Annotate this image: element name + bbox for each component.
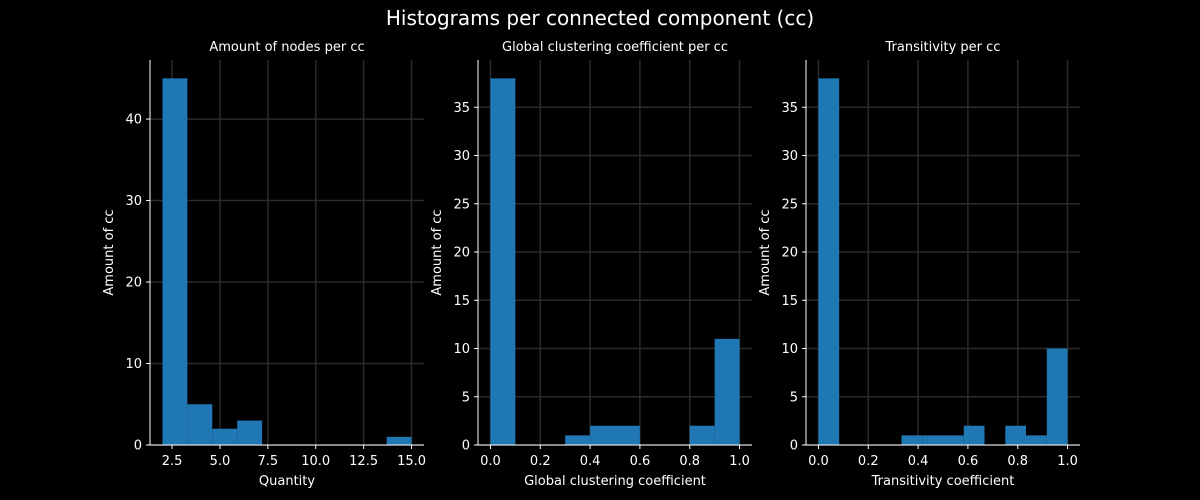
histogram-bar	[901, 435, 923, 445]
histogram-bar	[1005, 425, 1027, 445]
y-tick-label: 20	[453, 246, 470, 261]
x-tick-label: 0.8	[679, 454, 700, 469]
y-axis-label: Amount of cc	[758, 209, 773, 295]
y-tick-label: 10	[125, 357, 142, 372]
y-tick-label: 5	[462, 390, 470, 405]
y-axis-label: Amount of cc	[430, 209, 445, 295]
x-tick-label: 0.2	[858, 454, 879, 469]
histogram-bar	[565, 435, 591, 445]
x-tick-label: 0.6	[630, 454, 651, 469]
histogram-bar	[615, 425, 640, 445]
y-axis-label: Amount of cc	[102, 209, 117, 295]
y-tick-label: 20	[125, 276, 142, 291]
histogram-bar	[490, 78, 516, 445]
y-tick-label: 15	[781, 294, 798, 309]
x-tick-label: 2.5	[162, 454, 183, 469]
y-tick-label: 30	[453, 149, 470, 164]
x-tick-label: 0.0	[480, 454, 501, 469]
y-tick-label: 20	[781, 246, 798, 261]
histogram-bar	[237, 420, 263, 445]
x-axis-label: Transitivity coefficient	[871, 474, 1015, 489]
figure-title: Histograms per connected component (cc)	[385, 6, 815, 30]
x-tick-label: 0.0	[808, 454, 829, 469]
y-tick-label: 25	[453, 197, 470, 212]
x-tick-label: 0.2	[530, 454, 551, 469]
x-tick-label: 1.0	[1057, 454, 1078, 469]
y-tick-label: 40	[125, 113, 142, 128]
histogram-bar	[922, 435, 943, 445]
histogram-bar	[212, 428, 238, 445]
histogram-bar	[963, 425, 985, 445]
y-tick-label: 0	[790, 439, 798, 454]
histogram-bar	[1026, 435, 1047, 445]
x-tick-label: 0.6	[958, 454, 979, 469]
y-tick-label: 10	[453, 342, 470, 357]
histogram-bar	[386, 436, 412, 445]
histogram-bar	[1046, 348, 1068, 445]
subplot-title: Global clustering coefficient per cc	[502, 40, 728, 55]
histogram-bar	[162, 78, 188, 445]
histogram-bar	[714, 338, 740, 445]
histogram-bar	[943, 435, 964, 445]
histogram-bar	[187, 404, 213, 445]
x-tick-label: 1.0	[729, 454, 750, 469]
histogram-bar	[590, 425, 615, 445]
x-tick-label: 12.5	[349, 454, 378, 469]
y-tick-label: 30	[125, 194, 142, 209]
x-axis-label: Quantity	[259, 474, 315, 489]
y-tick-label: 0	[462, 439, 470, 454]
x-tick-label: 0.4	[908, 454, 929, 469]
subplot-title: Transitivity per cc	[885, 40, 1001, 55]
x-tick-label: 10.0	[301, 454, 330, 469]
subplot-title: Amount of nodes per cc	[209, 40, 364, 55]
x-tick-label: 7.5	[257, 454, 278, 469]
x-tick-label: 0.4	[580, 454, 601, 469]
y-tick-label: 30	[781, 149, 798, 164]
y-tick-label: 5	[790, 390, 798, 405]
y-tick-label: 35	[781, 101, 798, 116]
x-tick-label: 15.0	[397, 454, 426, 469]
y-tick-label: 35	[453, 101, 470, 116]
y-tick-label: 0	[134, 439, 142, 454]
histogram-bar	[818, 78, 840, 445]
x-tick-label: 0.8	[1007, 454, 1028, 469]
histogram-bar	[689, 425, 715, 445]
y-tick-label: 15	[453, 294, 470, 309]
x-tick-label: 5.0	[210, 454, 231, 469]
y-tick-label: 10	[781, 342, 798, 357]
y-tick-label: 25	[781, 197, 798, 212]
x-axis-label: Global clustering coefficient	[524, 474, 706, 489]
